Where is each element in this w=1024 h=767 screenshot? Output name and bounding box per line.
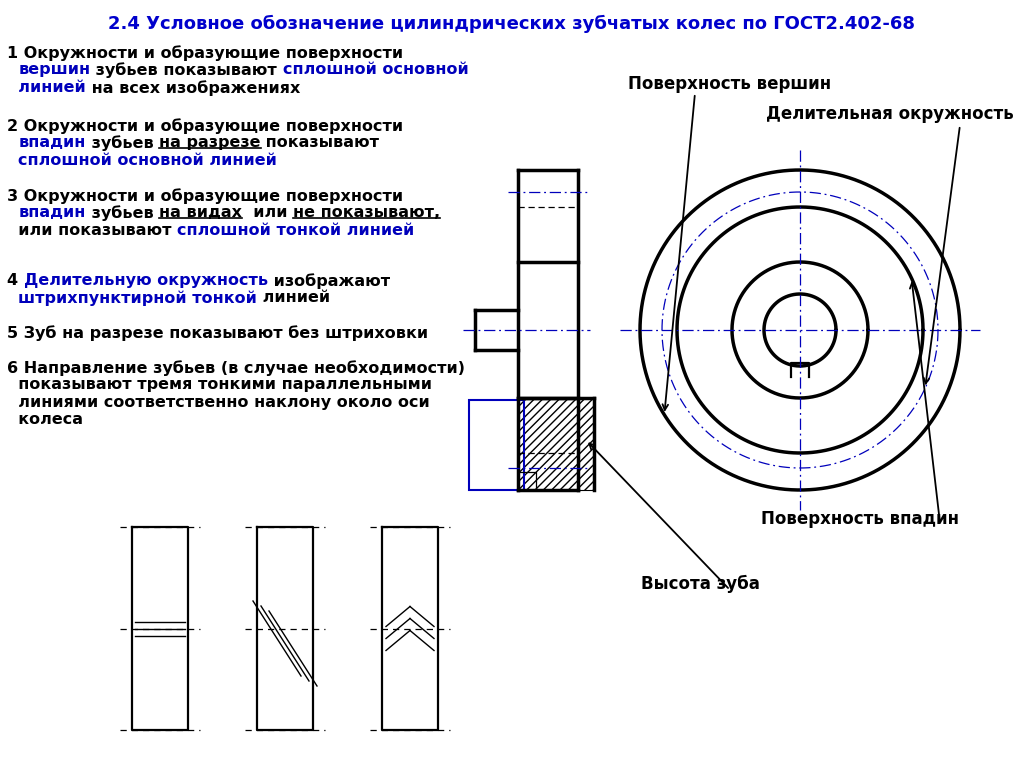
Text: Делительную окружность: Делительную окружность (24, 273, 268, 288)
Text: сплошной тонкой линией: сплошной тонкой линией (177, 223, 415, 238)
Text: Делительная окружность: Делительная окружность (766, 105, 1014, 123)
Text: зубьев: зубьев (86, 206, 159, 221)
Text: линией: линией (257, 291, 331, 305)
Text: не показывают,: не показывают, (293, 206, 440, 220)
Text: Высота зуба: Высота зуба (641, 575, 760, 593)
Text: на видах: на видах (159, 206, 242, 220)
Text: зубьев показывают: зубьев показывают (90, 62, 283, 78)
Text: 2 Окружности и образующие поверхности: 2 Окружности и образующие поверхности (7, 118, 403, 133)
Text: на разрезе: на разрезе (159, 136, 260, 150)
Text: Поверхность вершин: Поверхность вершин (629, 75, 831, 93)
Text: линией: линией (7, 80, 86, 95)
Text: на всех изображениях: на всех изображениях (86, 80, 300, 96)
Text: сплошной основной линией: сплошной основной линией (18, 153, 278, 168)
Text: 5 Зуб на разрезе показывают без штриховки: 5 Зуб на разрезе показывают без штриховк… (7, 325, 428, 341)
Text: колеса: колеса (7, 413, 83, 427)
Text: вершин: вершин (18, 62, 90, 77)
Text: сплошной основной: сплошной основной (283, 62, 469, 77)
Text: 1 Окружности и образующие поверхности: 1 Окружности и образующие поверхности (7, 45, 403, 61)
Text: 4: 4 (7, 273, 24, 288)
Text: впадин: впадин (18, 206, 86, 220)
Bar (518, 398, 594, 490)
Text: штрихпунктирной тонкой: штрихпунктирной тонкой (18, 291, 257, 306)
Bar (469, 400, 524, 490)
Text: зубьев: зубьев (86, 136, 159, 151)
Text: или показывают: или показывают (7, 223, 177, 238)
Text: 6 Направление зубьев (в случае необходимости): 6 Направление зубьев (в случае необходим… (7, 360, 465, 376)
Text: 2.4 Условное обозначение цилиндрических зубчатых колес по ГОСТ2.402-68: 2.4 Условное обозначение цилиндрических … (109, 15, 915, 33)
Text: показывают тремя тонкими параллельными: показывают тремя тонкими параллельными (7, 377, 432, 393)
Text: 3 Окружности и образующие поверхности: 3 Окружности и образующие поверхности (7, 188, 403, 204)
Text: Поверхность впадин: Поверхность впадин (761, 510, 959, 528)
Text: линиями соответственно наклону около оси: линиями соответственно наклону около оси (7, 395, 430, 410)
Text: показывают: показывают (260, 136, 380, 150)
Text: или: или (242, 206, 293, 220)
Text: изображают: изображают (268, 273, 390, 288)
Text: впадин: впадин (18, 136, 86, 150)
